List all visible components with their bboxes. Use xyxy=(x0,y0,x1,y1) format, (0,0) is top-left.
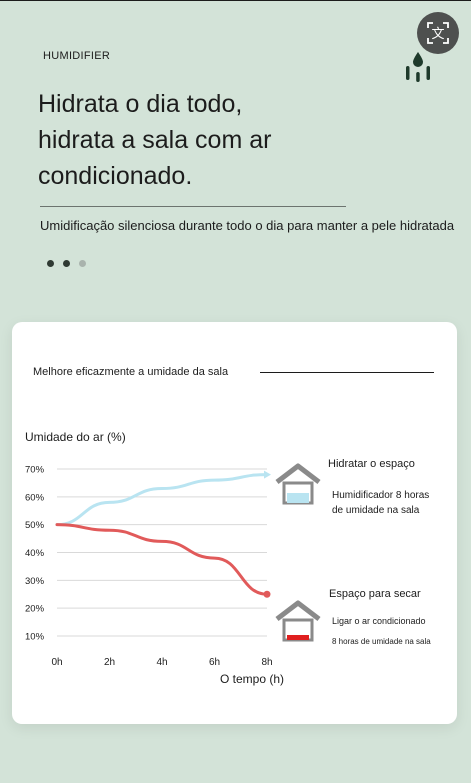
headline-line-3: condicionado. xyxy=(38,162,193,190)
dry-line-2: 8 horas de umidade na sala xyxy=(332,637,431,646)
headline: Hidrata o dia todo, hidrata a sala com a… xyxy=(38,86,358,194)
hydrate-title: Hidratar o espaço xyxy=(328,458,415,470)
dry-house-icon xyxy=(275,600,321,642)
dry-title: Espaço para secar xyxy=(329,588,421,600)
x-tick-label: 0h xyxy=(51,657,62,668)
humidity-card: Melhore eficazmente a umidade da sala Um… xyxy=(12,322,457,724)
y-tick-label: 30% xyxy=(25,576,45,587)
hydrate-description: Humidificador 8 horas de umidade na sala xyxy=(332,488,447,518)
x-tick-label: 8h xyxy=(261,657,272,668)
carousel-dot-2[interactable] xyxy=(63,260,70,267)
series-line-2 xyxy=(55,523,269,596)
y-tick-label: 60% xyxy=(25,492,45,503)
card-title-rule xyxy=(260,372,434,373)
y-tick-label: 70% xyxy=(25,465,45,476)
svg-text:文: 文 xyxy=(431,27,444,42)
carousel-dots xyxy=(47,260,86,267)
series-end-point-2 xyxy=(263,590,271,598)
headline-line-2: hidrata a sala com ar xyxy=(38,126,272,154)
headline-line-1: Hidrata o dia todo, xyxy=(38,90,243,118)
carousel-dot-3[interactable] xyxy=(79,260,86,267)
y-tick-label: 20% xyxy=(25,604,45,615)
x-tick-label: 2h xyxy=(104,657,115,668)
hydrated-house-icon xyxy=(275,463,321,505)
x-tick-label: 4h xyxy=(156,657,167,668)
headline-divider xyxy=(40,206,346,207)
carousel-dot-1[interactable] xyxy=(47,260,54,267)
translate-button[interactable]: 文 xyxy=(417,12,459,54)
y-tick-label: 10% xyxy=(25,632,45,643)
category-label: HUMIDIFIER xyxy=(43,50,111,62)
dry-line-1: Ligar o ar condicionado xyxy=(332,616,426,626)
hydrate-line-2: de umidade na sala xyxy=(332,505,420,516)
y-tick-label: 50% xyxy=(25,520,45,531)
series-line-1 xyxy=(55,473,269,527)
x-axis-title: O tempo (h) xyxy=(220,672,285,686)
x-tick-label: 6h xyxy=(209,657,220,668)
translate-icon: 文 xyxy=(427,22,449,44)
top-border xyxy=(0,0,471,1)
subtext: Umidificação silenciosa durante todo o d… xyxy=(40,218,455,233)
card-title: Melhore eficazmente a umidade da sala xyxy=(33,366,229,378)
y-tick-label: 40% xyxy=(25,548,45,559)
water-drop-icon xyxy=(406,52,430,82)
humidity-chart: 70% 60% 50% 40% 30% 20% 10% 0h 2h 4h 6h 8h xyxy=(25,465,273,669)
hydrate-line-1: Humidificador 8 horas xyxy=(332,490,430,501)
series-end-arrow-1 xyxy=(264,470,271,479)
y-axis-title: Umidade do ar (%) xyxy=(25,430,126,444)
